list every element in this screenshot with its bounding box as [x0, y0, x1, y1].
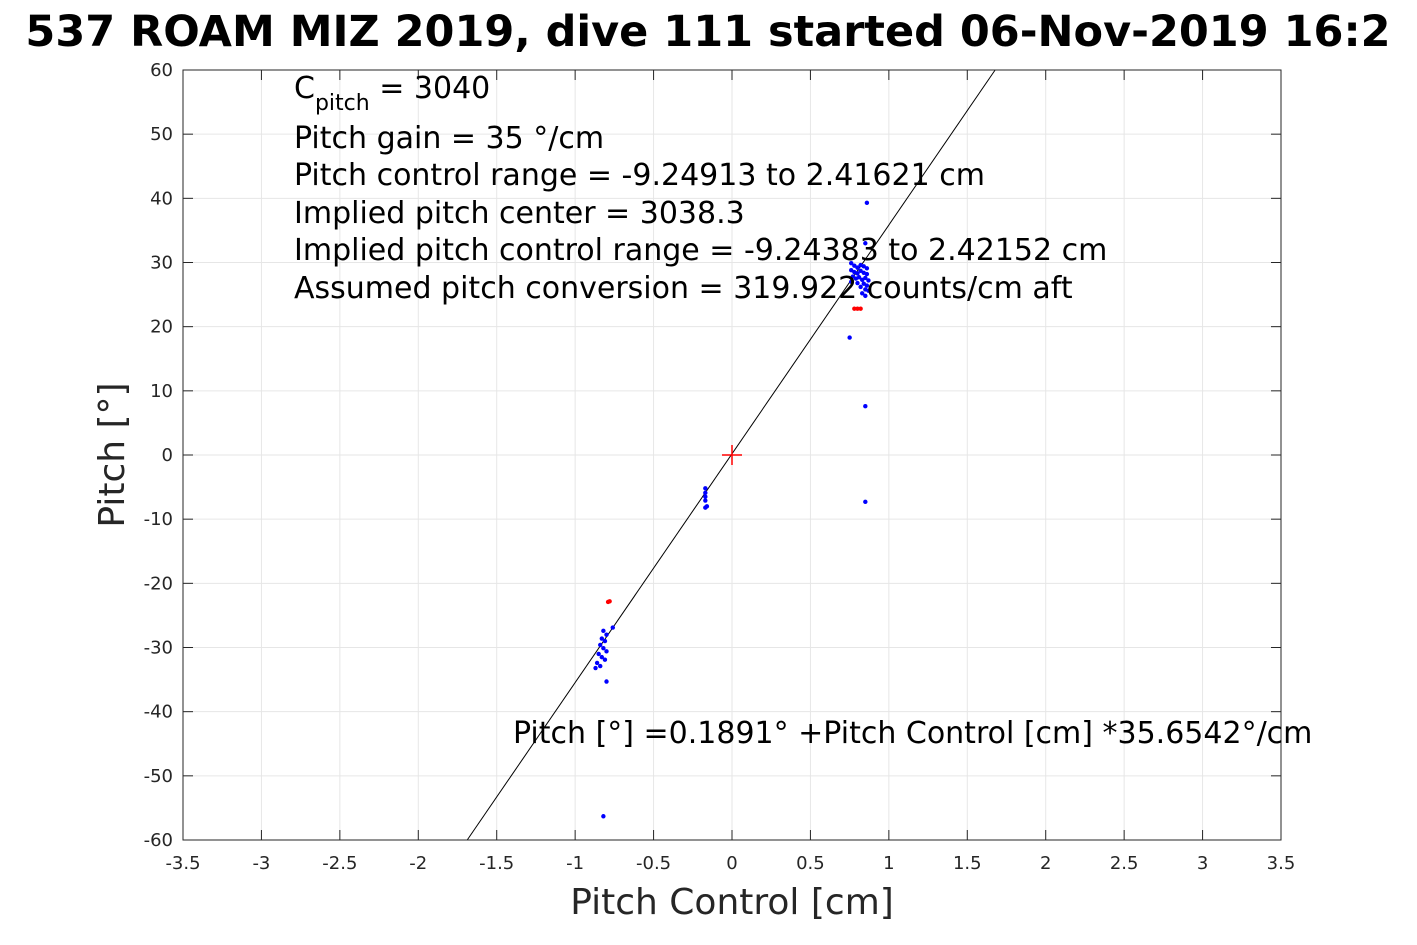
data-point-blue: [849, 260, 854, 266]
data-point-blue: [866, 278, 871, 283]
data-point-blue: [598, 663, 603, 669]
x-tick-label: 2.5: [1110, 853, 1139, 874]
data-point-blue: [599, 654, 605, 660]
data-point-red: [858, 306, 863, 311]
x-tick-label: 3: [1197, 853, 1208, 874]
data-point-blue: [604, 632, 609, 637]
data-point-red: [852, 306, 857, 311]
x-tick-label: -2.5: [322, 853, 357, 874]
pitch-conversion-annotation: Assumed pitch conversion = 319.922 count…: [294, 271, 1073, 306]
pitch-gain-annotation: Pitch gain = 35 °/cm: [294, 121, 604, 156]
data-point-blue: [864, 266, 870, 271]
data-point-blue: [593, 665, 598, 671]
implied-pitch-center-annotation: Implied pitch center = 3038.3: [294, 196, 745, 231]
x-tick-label: -1: [566, 853, 584, 874]
y-tick-label: 30: [150, 253, 173, 274]
y-tick-label: 50: [150, 124, 173, 145]
data-point-blue: [863, 404, 868, 409]
data-point-blue: [604, 649, 609, 654]
data-point-blue: [594, 660, 600, 666]
data-point-blue: [703, 505, 708, 510]
data-point-blue: [703, 486, 708, 491]
y-tick-label: 0: [162, 445, 173, 466]
data-point-blue: [864, 271, 870, 277]
data-point-blue: [602, 638, 608, 644]
data-point-red: [855, 306, 860, 311]
data-point-blue: [863, 275, 868, 281]
center-marker-group: [722, 445, 742, 465]
data-point-blue: [849, 279, 854, 284]
data-point-blue: [866, 288, 871, 293]
y-tick-label: -50: [144, 766, 173, 787]
x-tick-label: -2: [409, 853, 427, 874]
data-points: [593, 200, 871, 819]
data-point-blue: [864, 200, 870, 206]
x-tick-label: -0.5: [636, 853, 671, 874]
data-point-blue: [596, 651, 601, 657]
cpitch-value: = 3040: [370, 71, 491, 106]
x-tick-label: 0.5: [796, 853, 825, 874]
x-tick-label: 3.5: [1267, 853, 1296, 874]
fit-equation-annotation: Pitch [°] =0.1891° +Pitch Control [cm] *…: [513, 716, 1312, 751]
implied-pitch-range-annotation: Implied pitch control range = -9.24383 t…: [294, 233, 1107, 268]
data-point-blue: [598, 642, 603, 648]
y-tick-label: -30: [144, 638, 173, 659]
x-tick-label: -3.5: [165, 853, 200, 874]
data-point-blue: [604, 679, 609, 684]
data-point-blue: [855, 265, 860, 270]
data-point-blue: [703, 498, 708, 503]
y-tick-label: 20: [150, 317, 173, 338]
data-point-blue: [703, 494, 708, 499]
data-point-blue: [856, 275, 862, 280]
data-point-blue: [863, 241, 868, 246]
tick-labels: -3.5 -3 -2.5 -2 -1.5 -1 -0.5 0 0.5 1 1.5 2 2.5 3 3.5 60…: [144, 60, 1296, 874]
data-point-blue: [610, 625, 615, 630]
data-point-blue: [858, 284, 863, 290]
y-tick-label: -20: [144, 573, 173, 594]
data-point-blue: [601, 628, 606, 634]
x-tick-label: 1: [883, 853, 894, 874]
cpitch-main: C: [294, 71, 315, 106]
data-point-blue: [847, 335, 852, 340]
x-axis-label: Pitch Control [cm]: [570, 882, 894, 923]
x-tick-label: 2: [1040, 853, 1051, 874]
data-point-blue: [855, 271, 860, 276]
cpitch-subscript: pitch: [315, 91, 370, 116]
y-axis-label: Pitch [°]: [92, 382, 133, 527]
data-point-blue: [863, 293, 868, 299]
x-tick-label: -3: [252, 853, 270, 874]
x-tick-label: 0: [726, 853, 737, 874]
data-point-blue: [855, 280, 860, 286]
data-point-blue: [859, 291, 865, 296]
data-point-red: [605, 599, 611, 605]
data-point-blue: [601, 814, 606, 819]
data-point-blue: [863, 499, 868, 505]
data-point-blue: [602, 657, 608, 662]
ticks: [182, 69, 1282, 841]
x-tick-label: -1.5: [479, 853, 514, 874]
data-point-blue: [703, 490, 708, 496]
y-tick-label: -10: [144, 509, 173, 530]
y-tick-label: 60: [150, 60, 173, 81]
y-tick-label: 40: [150, 188, 173, 209]
pitch-control-range-annotation: Pitch control range = -9.24913 to 2.4162…: [294, 158, 985, 193]
data-point-blue: [864, 283, 870, 288]
y-tick-label: -60: [144, 830, 173, 851]
y-tick-label: -40: [144, 702, 173, 723]
chart-title: 537 ROAM MIZ 2019, dive 111 started 06-N…: [25, 7, 1390, 57]
data-point-blue: [601, 645, 606, 651]
x-tick-label: 1.5: [953, 853, 982, 874]
y-tick-label: 10: [150, 381, 173, 402]
data-point-blue: [599, 636, 605, 641]
cpitch-annotation: Cpitch = 3040: [294, 71, 490, 116]
